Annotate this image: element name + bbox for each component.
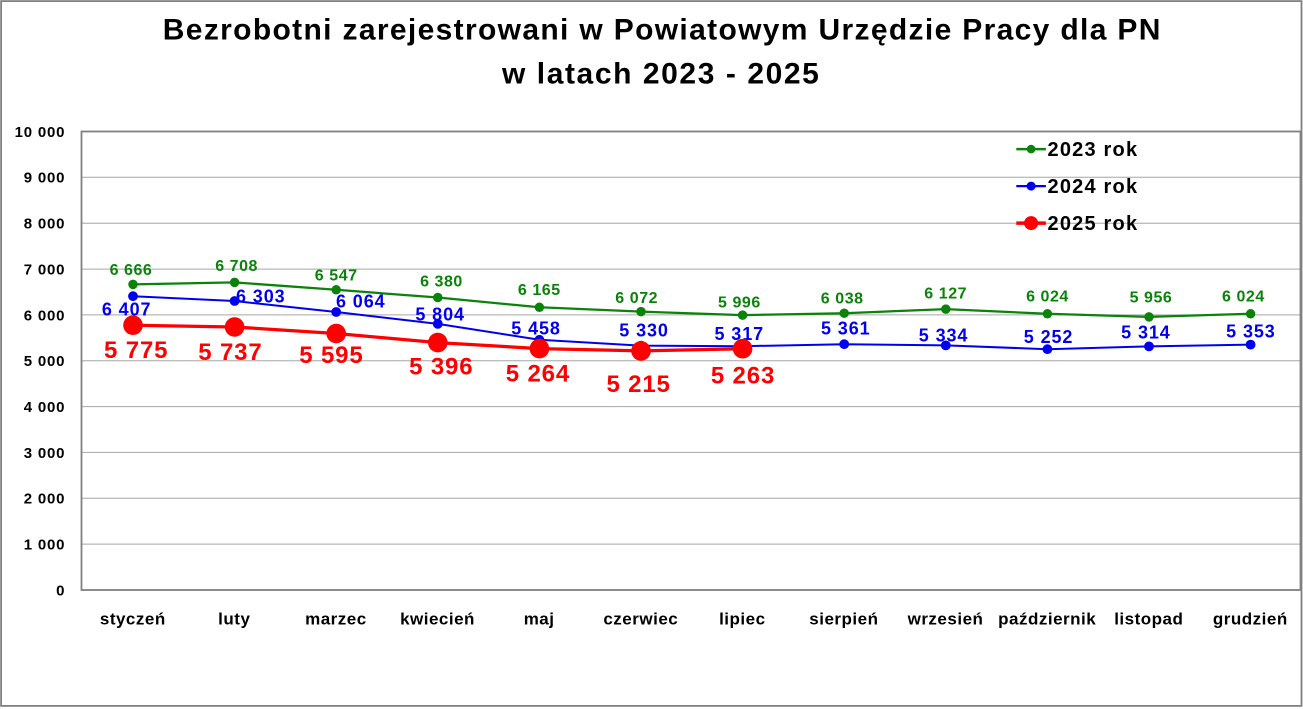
- svg-text:5 317: 5 317: [714, 324, 764, 344]
- svg-text:Bezrobotni zarejestrowani w Po: Bezrobotni zarejestrowani w Powiatowym U…: [163, 13, 1162, 46]
- svg-text:6 038: 6 038: [821, 291, 864, 308]
- svg-text:w latach 2023 - 2025: w latach 2023 - 2025: [501, 58, 820, 91]
- svg-text:lipiec: lipiec: [719, 610, 765, 629]
- svg-text:10 000: 10 000: [15, 124, 66, 141]
- svg-text:6 666: 6 666: [110, 262, 153, 279]
- svg-text:0: 0: [56, 582, 65, 599]
- svg-text:5 330: 5 330: [619, 320, 669, 340]
- svg-text:2024 rok: 2024 rok: [1048, 176, 1139, 198]
- svg-text:styczeń: styczeń: [100, 610, 166, 629]
- svg-text:5 396: 5 396: [409, 354, 473, 381]
- svg-text:8 000: 8 000: [24, 216, 66, 233]
- svg-text:5 000: 5 000: [24, 353, 66, 370]
- svg-text:grudzień: grudzień: [1213, 610, 1288, 629]
- svg-text:2025 rok: 2025 rok: [1048, 213, 1139, 235]
- svg-text:6 708: 6 708: [215, 258, 258, 275]
- svg-text:1 000: 1 000: [24, 537, 66, 554]
- svg-text:5 956: 5 956: [1130, 289, 1173, 306]
- svg-text:4 000: 4 000: [24, 399, 66, 416]
- svg-text:6 547: 6 547: [315, 268, 358, 285]
- svg-text:maj: maj: [524, 610, 555, 629]
- svg-text:marzec: marzec: [305, 610, 367, 629]
- svg-text:5 263: 5 263: [711, 363, 775, 390]
- svg-text:5 215: 5 215: [606, 371, 670, 398]
- svg-text:3 000: 3 000: [24, 445, 66, 462]
- svg-text:październik: październik: [998, 610, 1096, 629]
- svg-text:5 996: 5 996: [718, 294, 761, 311]
- svg-text:9 000: 9 000: [24, 170, 66, 187]
- svg-text:6 024: 6 024: [1026, 289, 1069, 306]
- svg-text:7 000: 7 000: [24, 261, 66, 278]
- svg-text:listopad: listopad: [1114, 610, 1183, 629]
- svg-text:kwiecień: kwiecień: [400, 610, 475, 629]
- svg-text:5 361: 5 361: [821, 319, 871, 339]
- svg-text:5 264: 5 264: [506, 361, 570, 388]
- svg-text:2 000: 2 000: [24, 491, 66, 508]
- svg-text:5 334: 5 334: [919, 325, 969, 345]
- svg-text:5 353: 5 353: [1226, 321, 1276, 341]
- svg-text:5 775: 5 775: [104, 337, 168, 364]
- svg-text:5 804: 5 804: [415, 305, 465, 325]
- svg-text:6 303: 6 303: [236, 287, 286, 307]
- svg-text:5 595: 5 595: [299, 342, 363, 369]
- svg-text:sierpień: sierpień: [809, 610, 878, 629]
- svg-text:6 000: 6 000: [24, 307, 66, 324]
- svg-text:czerwiec: czerwiec: [603, 610, 678, 629]
- svg-text:6 380: 6 380: [420, 274, 463, 291]
- svg-text:6 127: 6 127: [924, 286, 967, 303]
- svg-text:6 024: 6 024: [1222, 288, 1265, 305]
- svg-text:5 252: 5 252: [1024, 327, 1074, 347]
- svg-text:luty: luty: [218, 610, 250, 629]
- svg-text:6 064: 6 064: [336, 292, 386, 312]
- svg-text:5 737: 5 737: [198, 339, 262, 366]
- svg-text:6 407: 6 407: [102, 300, 152, 320]
- svg-text:2023 rok: 2023 rok: [1048, 139, 1139, 161]
- svg-text:5 458: 5 458: [511, 318, 561, 338]
- svg-text:wrzesień: wrzesień: [907, 610, 984, 629]
- svg-text:6 165: 6 165: [518, 282, 561, 299]
- svg-text:5 314: 5 314: [1121, 323, 1171, 343]
- svg-text:6 072: 6 072: [615, 290, 658, 307]
